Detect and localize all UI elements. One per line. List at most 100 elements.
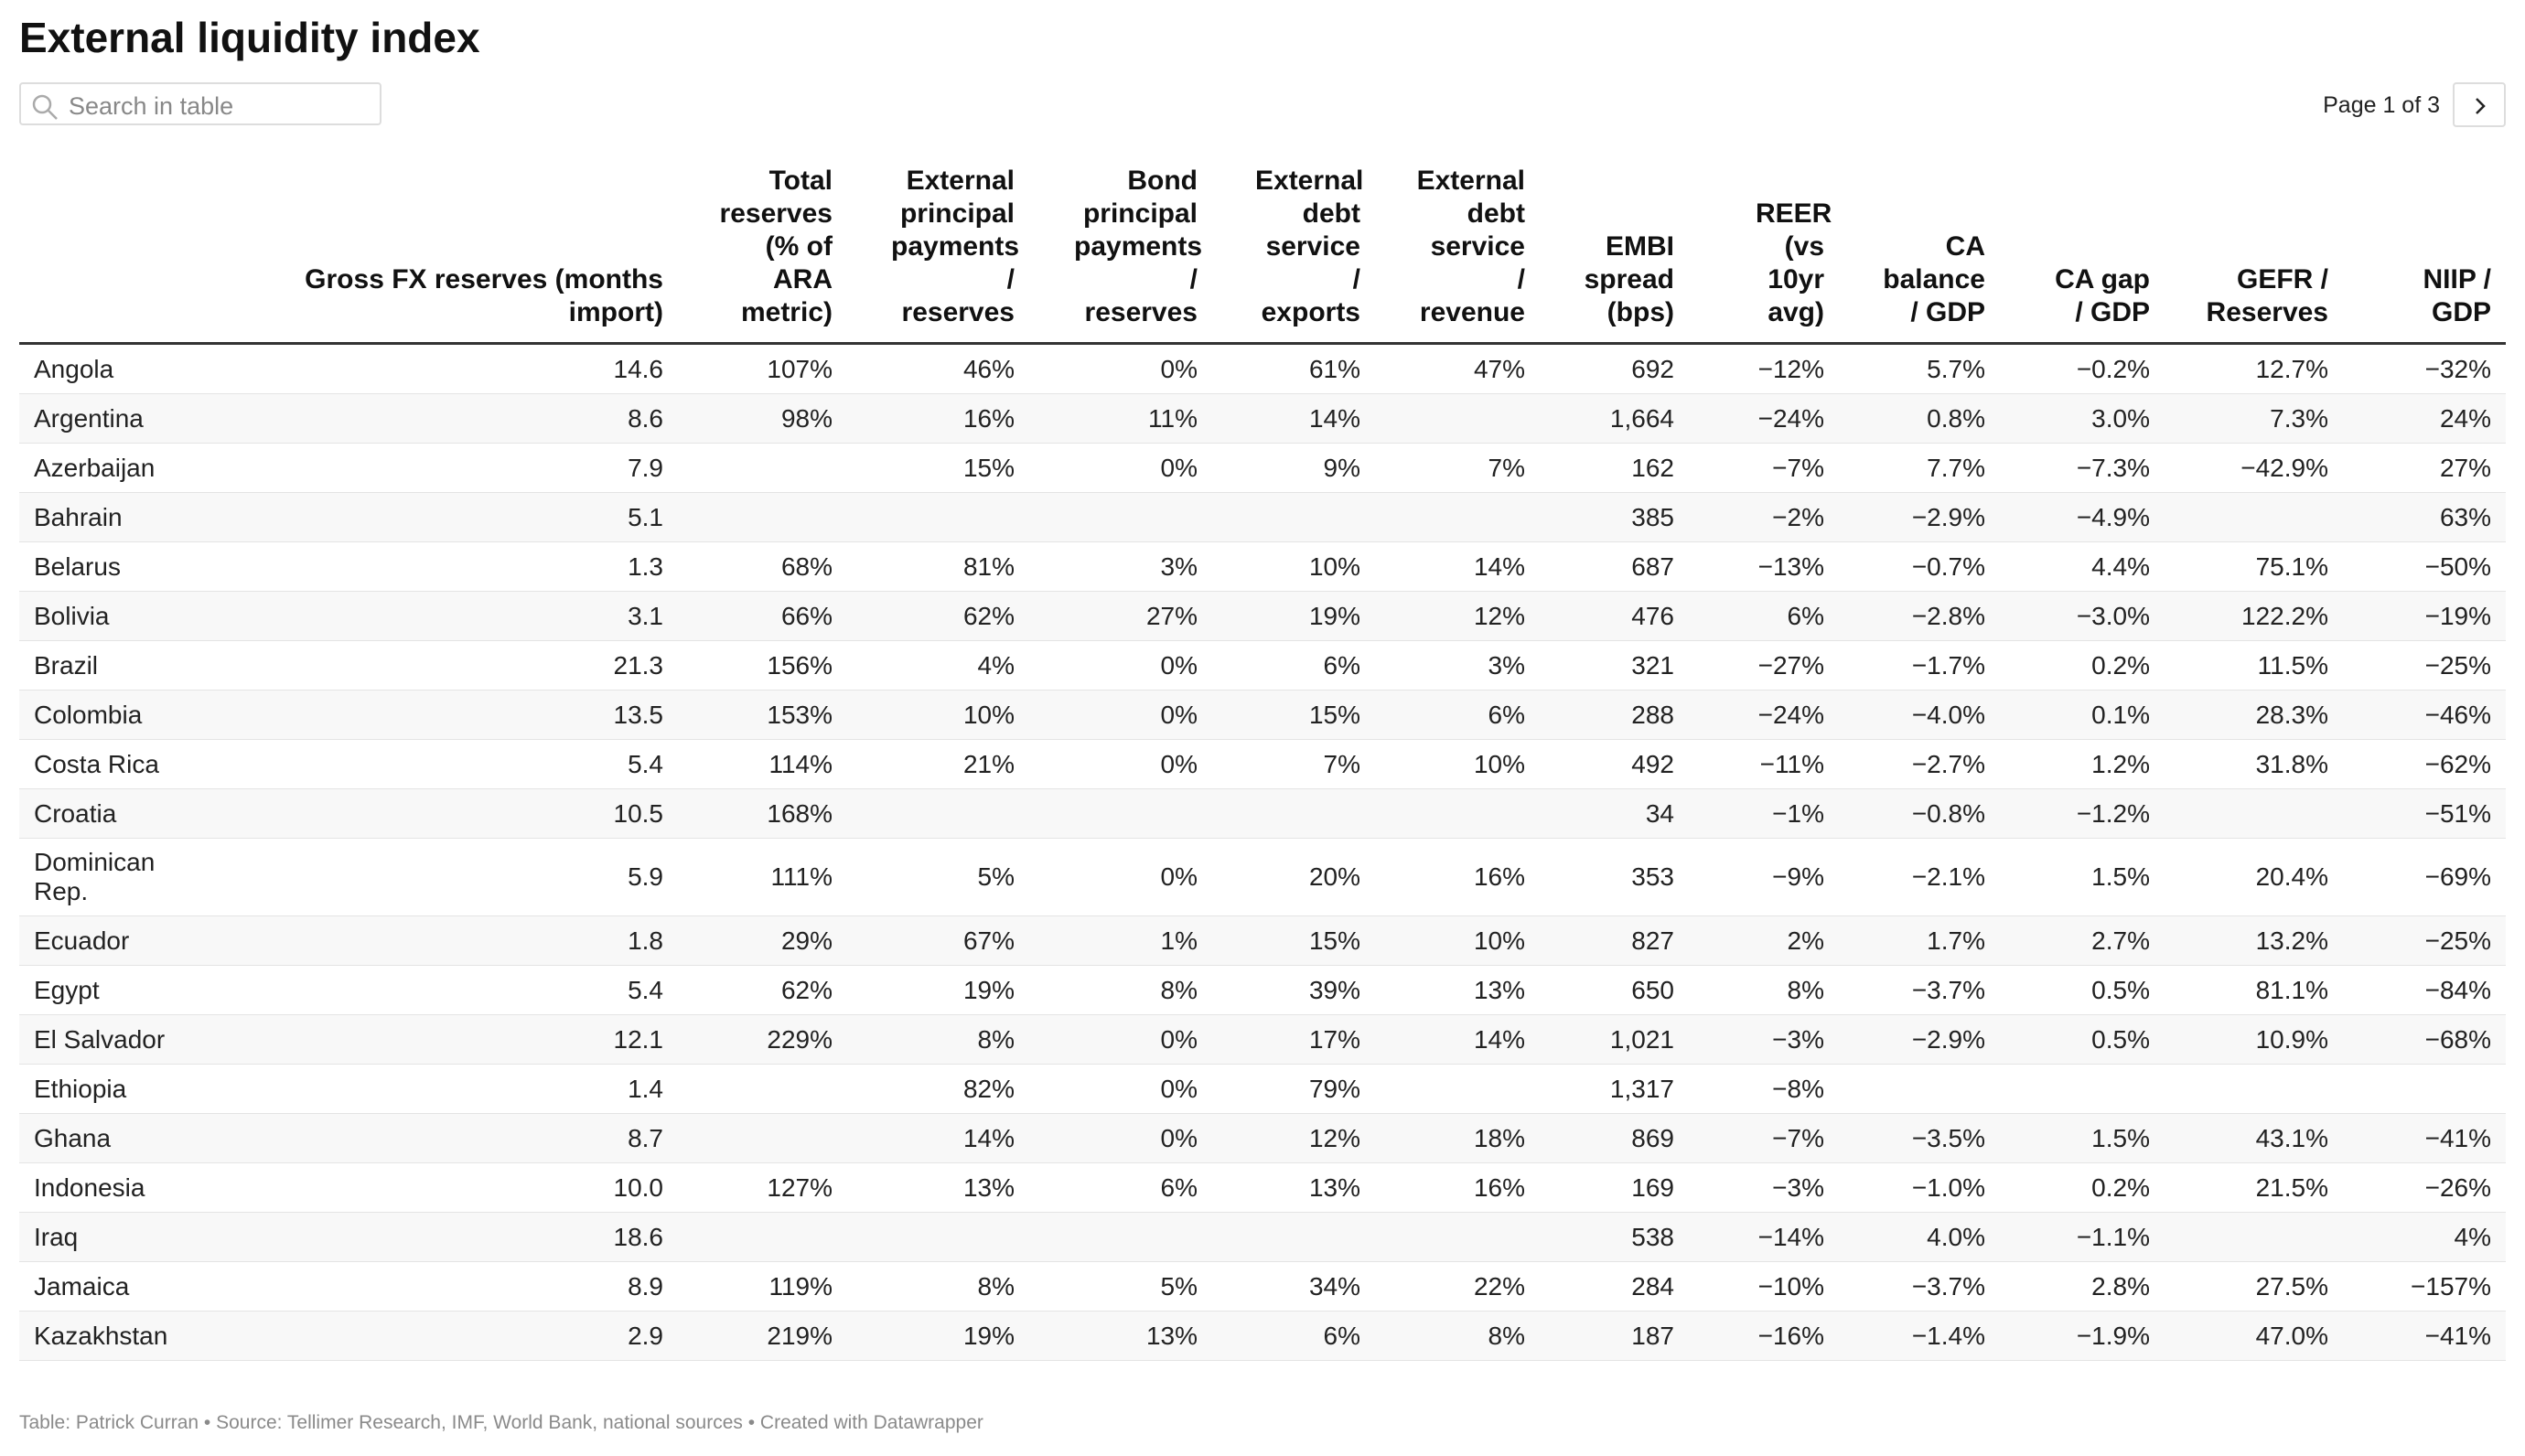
value-cell: 492 bbox=[1540, 739, 1689, 789]
value-cell: −10% bbox=[1689, 1261, 1839, 1311]
value-cell bbox=[678, 492, 847, 542]
value-cell: 6% bbox=[1212, 640, 1375, 691]
value-cell: −2.7% bbox=[1839, 739, 2000, 789]
value-cell: −27% bbox=[1689, 640, 1839, 691]
value-cell: 2.8% bbox=[2000, 1261, 2165, 1311]
value-cell bbox=[678, 1113, 847, 1163]
cell-value: −24% bbox=[1757, 403, 1824, 433]
value-cell bbox=[678, 1064, 847, 1114]
value-cell: 0.5% bbox=[2000, 1014, 2165, 1065]
value-cell: 34% bbox=[1212, 1261, 1375, 1311]
value-cell: 20% bbox=[1212, 838, 1375, 916]
cell-value: 0% bbox=[1160, 1074, 1198, 1103]
country-name: Bahrain bbox=[34, 502, 123, 531]
value-cell: 0.5% bbox=[2000, 965, 2165, 1015]
cell-value: −4.0% bbox=[1911, 700, 1985, 729]
cell-value: 1,021 bbox=[1609, 1024, 1674, 1054]
value-cell: 8.6 bbox=[210, 393, 678, 444]
value-cell: 62% bbox=[678, 965, 847, 1015]
value-cell: 1% bbox=[1029, 915, 1212, 966]
value-cell: 114% bbox=[678, 739, 847, 789]
cell-value: 7.9 bbox=[628, 453, 663, 482]
cell-value: 8.9 bbox=[628, 1271, 663, 1301]
cell-value: 19% bbox=[1308, 601, 1360, 630]
cell-value: 14% bbox=[1473, 551, 1525, 581]
value-cell: 4% bbox=[847, 640, 1029, 691]
value-cell: −62% bbox=[2343, 739, 2506, 789]
column-header-text: REER (vs 10yr avg) bbox=[1756, 198, 1832, 327]
value-cell: 11% bbox=[1029, 393, 1212, 444]
value-cell: 4.0% bbox=[1839, 1212, 2000, 1262]
cell-value: −2.1% bbox=[1911, 862, 1985, 891]
value-cell: −42.9% bbox=[2165, 443, 2343, 493]
column-header: CA gap / GDP bbox=[2000, 165, 2165, 345]
value-cell bbox=[1375, 492, 1540, 542]
value-cell: 0.1% bbox=[2000, 690, 2165, 740]
cell-value: 19% bbox=[962, 1321, 1015, 1350]
table-row: Costa Rica 5.4 114% 21% 0% 7% 10% 492 −11% −2.7% 1… bbox=[19, 739, 2506, 789]
cell-value: 61% bbox=[1308, 354, 1360, 383]
cell-value: 29% bbox=[780, 926, 833, 955]
search-box[interactable]: Search in table bbox=[19, 82, 381, 125]
cell-value: 0% bbox=[1160, 1024, 1198, 1054]
country-name: Colombia bbox=[34, 700, 143, 729]
country-name: Ethiopia bbox=[34, 1074, 127, 1103]
cell-value: 4.4% bbox=[2091, 551, 2150, 581]
column-header-text: External debt service / revenue bbox=[1416, 166, 1525, 327]
cell-value: 63% bbox=[2439, 502, 2491, 531]
cell-value: 98% bbox=[780, 403, 833, 433]
value-cell: 1.4 bbox=[210, 1064, 678, 1114]
value-cell: 538 bbox=[1540, 1212, 1689, 1262]
cell-value: 14% bbox=[1308, 403, 1360, 433]
pagination-label: Page 1 of 3 bbox=[2323, 92, 2440, 118]
value-cell: 18.6 bbox=[210, 1212, 678, 1262]
table-row: Azerbaijan 7.9 15% 0% 9% 7% 162 −7% 7.7% −7.3% −42… bbox=[19, 443, 2506, 493]
data-table: Gross FX reserves (months import) Total r… bbox=[19, 165, 2506, 1361]
value-cell: −3.7% bbox=[1839, 1261, 2000, 1311]
value-cell: 1.5% bbox=[2000, 1113, 2165, 1163]
value-cell bbox=[847, 788, 1029, 839]
cell-value: −25% bbox=[2424, 650, 2491, 680]
value-cell: 869 bbox=[1540, 1113, 1689, 1163]
cell-value: −1.2% bbox=[2076, 798, 2150, 828]
value-cell: 8.9 bbox=[210, 1261, 678, 1311]
country-cell: Ecuador bbox=[19, 915, 210, 966]
value-cell: −3% bbox=[1689, 1014, 1839, 1065]
country-name: El Salvador bbox=[34, 1024, 166, 1054]
country-name: Jamaica bbox=[34, 1271, 130, 1301]
value-cell: 81% bbox=[847, 541, 1029, 592]
cell-value: 13.5 bbox=[613, 700, 664, 729]
cell-value: −3% bbox=[1772, 1172, 1824, 1202]
value-cell: 0.2% bbox=[2000, 640, 2165, 691]
value-cell: 827 bbox=[1540, 915, 1689, 966]
column-header-text: External principal payments / reserves bbox=[891, 166, 1020, 327]
cell-value: 650 bbox=[1631, 975, 1674, 1004]
cell-value: −7.3% bbox=[2076, 453, 2150, 482]
value-cell: −3% bbox=[1689, 1162, 1839, 1213]
value-cell: 75.1% bbox=[2165, 541, 2343, 592]
value-cell: 321 bbox=[1540, 640, 1689, 691]
column-header: Gross FX reserves (months import) bbox=[210, 165, 678, 345]
value-cell: 31.8% bbox=[2165, 739, 2343, 789]
cell-value: 6% bbox=[1323, 650, 1360, 680]
cell-value: 7.7% bbox=[1927, 453, 1985, 482]
value-cell bbox=[1029, 788, 1212, 839]
value-cell: −68% bbox=[2343, 1014, 2506, 1065]
value-cell: 0% bbox=[1029, 1064, 1212, 1114]
value-cell: 650 bbox=[1540, 965, 1689, 1015]
cell-value: 114% bbox=[768, 749, 833, 778]
value-cell: 13% bbox=[1375, 965, 1540, 1015]
cell-value: 8% bbox=[1488, 1321, 1525, 1350]
value-cell: 162 bbox=[1540, 443, 1689, 493]
column-header-text: External debt service / exports bbox=[1255, 166, 1364, 327]
cell-value: 153% bbox=[767, 700, 833, 729]
cell-value: 68% bbox=[780, 551, 833, 581]
value-cell bbox=[1212, 492, 1375, 542]
cell-value: 20% bbox=[1308, 862, 1360, 891]
next-page-button[interactable] bbox=[2453, 82, 2506, 127]
cell-value: 13% bbox=[1145, 1321, 1198, 1350]
value-cell bbox=[678, 443, 847, 493]
cell-value: 43.1% bbox=[2255, 1123, 2328, 1152]
value-cell: 29% bbox=[678, 915, 847, 966]
value-cell: 46% bbox=[847, 343, 1029, 394]
